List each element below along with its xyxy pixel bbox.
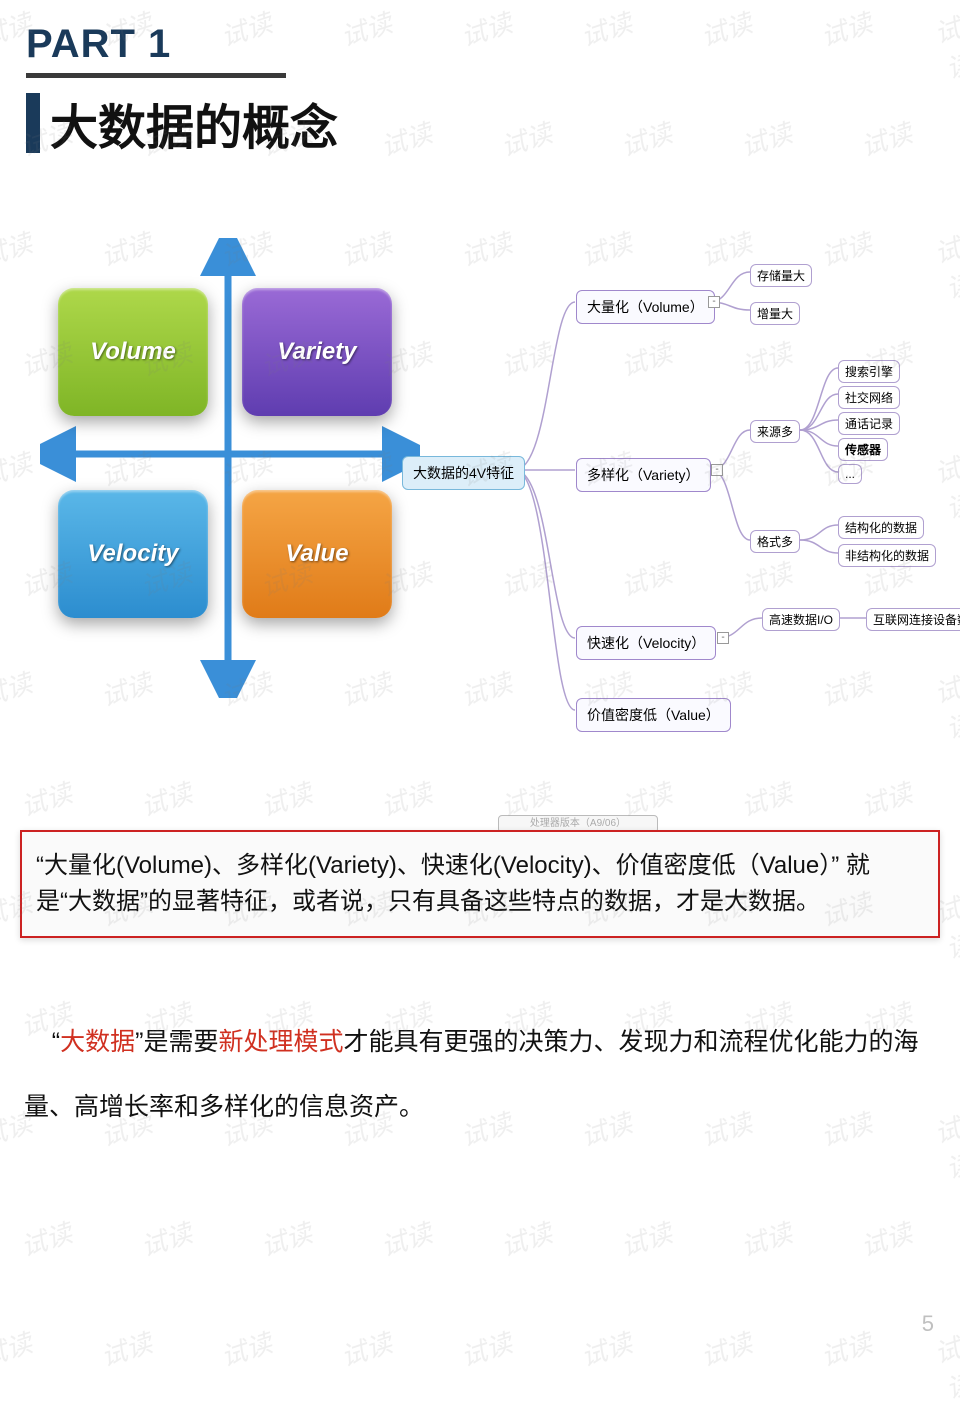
watermark-text: 试读 bbox=[376, 1213, 437, 1264]
para-red1: 大数据 bbox=[60, 1028, 135, 1056]
mm-leaf: 增量大 bbox=[750, 302, 800, 325]
mm-node-value: 价值密度低（Value） bbox=[576, 698, 731, 732]
mm-node-volume: 大量化（Volume） bbox=[576, 290, 715, 324]
watermark-text: 试读 bbox=[336, 1323, 397, 1374]
mm-node-velocity: 快速化（Velocity） bbox=[576, 626, 716, 660]
mm-leaf: 传感器 bbox=[838, 438, 888, 461]
para-mid1: ”是需要 bbox=[135, 1028, 218, 1056]
mm-leaf: 互联网连接设备数量增长 bbox=[866, 608, 960, 631]
watermark-text: 试读 bbox=[496, 1213, 557, 1264]
watermark-text: 试读 bbox=[856, 1213, 917, 1264]
body-paragraph: “大数据”是需要新处理模式才能具有更强的决策力、发现力和流程优化能力的海量、高增… bbox=[24, 1010, 936, 1140]
watermark-text: 试读 bbox=[0, 223, 36, 274]
mindmap-connectors bbox=[400, 250, 960, 770]
slide-header: PART 1 大数据的概念 bbox=[26, 22, 346, 158]
quadrant-box: Value bbox=[242, 490, 392, 618]
para-red2: 新处理模式 bbox=[218, 1028, 343, 1056]
para-quote: “ bbox=[52, 1028, 60, 1056]
collapse-toggle-icon: - bbox=[717, 632, 729, 644]
title-accent-bar bbox=[26, 93, 40, 153]
mm-leaf: 搜索引擎 bbox=[838, 360, 900, 383]
quadrant-box: Velocity bbox=[58, 490, 208, 618]
mm-subgroup: 来源多 bbox=[750, 420, 800, 443]
mm-leaf: 通话记录 bbox=[838, 412, 900, 435]
quadrant-box: Variety bbox=[242, 288, 392, 416]
watermark-text: 试读 bbox=[16, 1213, 77, 1264]
mm-midlabel: 高速数据I/O bbox=[762, 608, 840, 631]
watermark-text: 试读 bbox=[736, 113, 797, 164]
watermark-text: 试读 bbox=[376, 113, 437, 164]
mm-node-variety: 多样化（Variety） bbox=[576, 458, 711, 492]
watermark-text: 试读 bbox=[616, 1213, 677, 1264]
watermark-text: 试读 bbox=[376, 773, 437, 824]
watermark-text: 试读 bbox=[0, 663, 36, 714]
watermark-text: 试读 bbox=[856, 773, 917, 824]
page-title: 大数据的概念 bbox=[50, 88, 338, 158]
watermark-text: 试读 bbox=[856, 113, 917, 164]
watermark-text: 试读 bbox=[696, 1323, 757, 1374]
watermark-text: 试读 bbox=[136, 1213, 197, 1264]
watermark-text: 试读 bbox=[0, 1323, 36, 1374]
watermark-text: 试读 bbox=[456, 3, 517, 54]
watermark-text: 试读 bbox=[256, 773, 317, 824]
mm-leaf: 结构化的数据 bbox=[838, 516, 924, 539]
watermark-text: 试读 bbox=[496, 113, 557, 164]
collapse-toggle-icon: - bbox=[708, 296, 720, 308]
mindmap-root: 大数据的4V特征 bbox=[402, 456, 525, 490]
watermark-text: 试读 bbox=[616, 113, 677, 164]
mm-leaf: 存储量大 bbox=[750, 264, 812, 287]
watermark-text: 试读 bbox=[136, 773, 197, 824]
watermark-text: 试读 bbox=[456, 1323, 517, 1374]
watermark-text: 试读 bbox=[0, 443, 36, 494]
watermark-text: 试读 bbox=[256, 1213, 317, 1264]
title-row: 大数据的概念 bbox=[26, 88, 346, 158]
watermark-text: 试读 bbox=[736, 1213, 797, 1264]
watermark-text: 试读 bbox=[96, 1323, 157, 1374]
watermark-text: 试读 bbox=[576, 1323, 637, 1374]
watermark-text: 试读 bbox=[736, 773, 797, 824]
mm-leaf: 非结构化的数据 bbox=[838, 544, 936, 567]
collapse-toggle-icon: - bbox=[711, 464, 723, 476]
watermark-text: 试读 bbox=[216, 1323, 277, 1374]
watermark-text: 试读 bbox=[929, 1328, 960, 1406]
mm-leaf: 社交网络 bbox=[838, 386, 900, 409]
part-underline bbox=[26, 73, 286, 78]
page-number: 5 bbox=[922, 1311, 934, 1337]
summary-box: “大量化(Volume)、多样化(Variety)、快速化(Velocity)、… bbox=[20, 830, 940, 938]
watermark-text: 试读 bbox=[696, 3, 757, 54]
watermark-text: 试读 bbox=[816, 3, 877, 54]
part-label: PART 1 bbox=[26, 22, 346, 67]
mindmap: 大数据的4V特征 大量化（Volume） - 多样化（Variety） - 快速… bbox=[400, 250, 960, 770]
mm-leaf: ... bbox=[838, 464, 862, 484]
watermark-text: 试读 bbox=[929, 8, 960, 86]
watermark-text: 试读 bbox=[16, 773, 77, 824]
quadrant-box: Volume bbox=[58, 288, 208, 416]
quadrant-diagram: Volume Variety Velocity Value bbox=[40, 238, 420, 698]
summary-text: “大量化(Volume)、多样化(Variety)、快速化(Velocity)、… bbox=[36, 852, 870, 915]
watermark-text: 试读 bbox=[576, 3, 637, 54]
watermark-text: 试读 bbox=[816, 1323, 877, 1374]
mm-subgroup: 格式多 bbox=[750, 530, 800, 553]
